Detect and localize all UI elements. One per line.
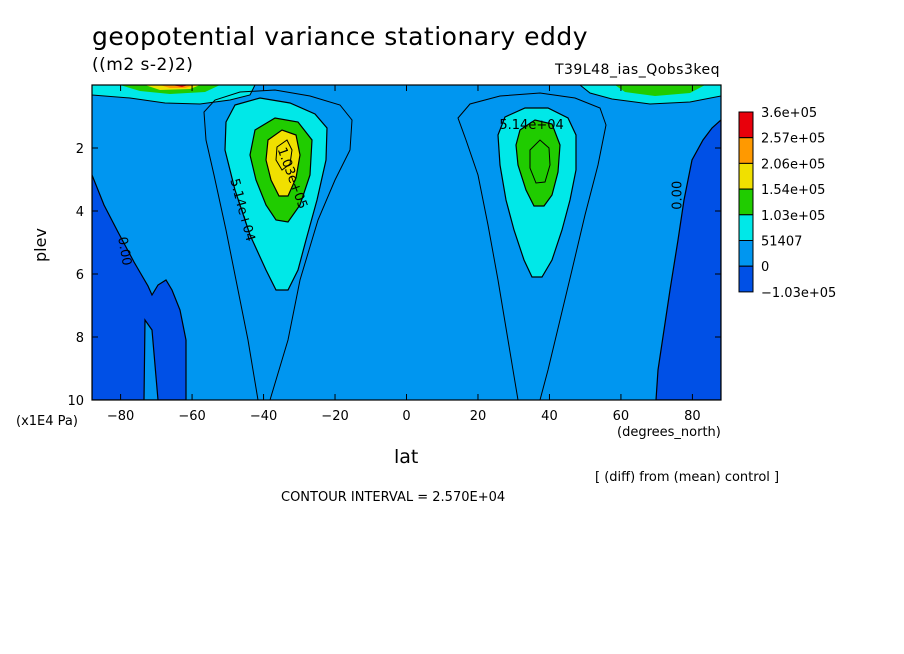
fill-negative-south-pocket — [143, 318, 159, 400]
fill-top-band-south — [92, 85, 255, 104]
colorbar-swatch — [738, 240, 754, 267]
colorbar-swatch — [738, 214, 754, 242]
colorbar-label: 2.57e+05 — [761, 132, 825, 147]
north-inner-contour — [529, 139, 551, 184]
y-tick-label: 2 — [76, 142, 84, 157]
fill-top-orange-south — [160, 85, 195, 88]
contour-field — [92, 85, 721, 400]
colorbar-label: 1.54e+05 — [761, 183, 825, 198]
colorbar-label: 51407 — [761, 235, 802, 250]
fill-top-green-north — [615, 85, 705, 96]
colorbar-swatch — [738, 188, 754, 216]
x-tick-label: −60 — [178, 409, 205, 424]
contour-north-outer — [457, 92, 607, 400]
contour-label: 0.00 — [114, 236, 134, 267]
x-tick-label: −80 — [107, 409, 134, 424]
x-tick-label: −20 — [321, 409, 348, 424]
contour-south-outer — [203, 89, 353, 400]
fill-south-yellow — [265, 129, 301, 197]
colorbar-label: 1.03e+05 — [761, 209, 825, 224]
x-tick-label: 60 — [613, 409, 630, 424]
y-tick-label: 10 — [67, 394, 84, 409]
x-axis-ticks: −80 −60 −40 −20 0 20 40 60 80 — [107, 85, 701, 424]
x-tick-label: 0 — [402, 409, 410, 424]
south-inner-contour — [275, 139, 293, 171]
chart-units: ((m2 s-2)2) — [92, 55, 194, 75]
colorbar-swatch — [738, 111, 754, 139]
contour-lines — [92, 85, 721, 400]
contour-label: 0.00 — [671, 181, 686, 210]
contour-label: 5.14e+04 — [499, 118, 563, 133]
y-tick-label: 4 — [76, 205, 84, 220]
x-axis-label: lat — [394, 446, 419, 468]
fill-negative-north — [655, 119, 721, 400]
y-axis-ticks: 2 4 6 8 10 — [67, 142, 721, 409]
x-tick-label: 80 — [684, 409, 701, 424]
y-tick-label: 8 — [76, 331, 84, 346]
colorbar-swatch — [738, 265, 754, 293]
x-tick-label: −40 — [250, 409, 277, 424]
y-axis-unit: (x1E4 Pa) — [16, 414, 78, 429]
run-id: T39L48_ias_Qobs3keq — [554, 62, 720, 78]
x-tick-label: 20 — [470, 409, 487, 424]
colorbar: 3.6e+05 2.57e+05 2.06e+05 1.54e+05 1.03e+05 5… — [738, 106, 836, 301]
colorbar-label: 2.06e+05 — [761, 157, 825, 172]
colorbar-swatch — [738, 162, 754, 190]
chart-title: geopotential variance stationary eddy — [92, 22, 589, 51]
colorbar-label: −1.03e+05 — [761, 286, 836, 301]
colorbar-swatch — [738, 137, 754, 164]
fill-north-green — [515, 119, 561, 207]
colorbar-label: 0 — [761, 260, 769, 275]
contour-interval: CONTOUR INTERVAL = 2.570E+04 — [281, 490, 506, 505]
x-tick-label: 40 — [541, 409, 558, 424]
x-axis-unit: (degrees_north) — [617, 425, 721, 440]
fill-negative-south — [92, 174, 187, 400]
contour-top-north — [579, 85, 721, 105]
contour-top-south — [92, 85, 256, 105]
fill-zero-to-51407 — [92, 85, 721, 400]
colorbar-label: 3.6e+05 — [761, 106, 817, 121]
diff-note: [ (diff) from (mean) control ] — [595, 470, 780, 485]
y-tick-label: 6 — [76, 268, 84, 283]
